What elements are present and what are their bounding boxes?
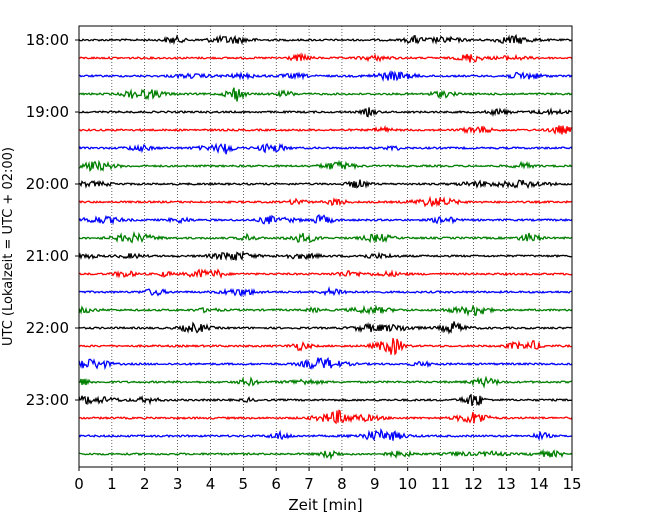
x-tick-label: 6 — [271, 475, 281, 493]
x-tick-label: 5 — [239, 475, 249, 493]
trace-row-2200 — [78, 321, 573, 335]
trace-row-1945 — [78, 159, 573, 172]
trace-row-2345 — [78, 448, 573, 461]
y-tick-label: 20:00 — [26, 175, 69, 193]
y-tick-label: 18:00 — [26, 31, 69, 49]
trace-row-2145 — [78, 304, 573, 317]
trace-row-2115 — [78, 268, 573, 279]
x-tick-label: 4 — [206, 475, 216, 493]
trace-row-2015 — [78, 195, 573, 208]
trace-row-2045 — [78, 230, 573, 244]
trace-row-2000 — [78, 179, 573, 190]
y-tick-label: 21:00 — [26, 247, 69, 265]
y-axis-label: UTC (Lokalzeit = UTC + 02:00) — [1, 147, 16, 346]
y-axis-ticks: 18:00 19:00 20:00 21:00 22:00 23:00 — [26, 31, 79, 409]
trace-row-2245 — [78, 375, 573, 389]
x-tick-label: 10 — [398, 475, 417, 493]
trace-row-2315 — [78, 409, 573, 425]
trace-row-2230 — [78, 356, 573, 371]
y-tick-label: 22:00 — [26, 319, 69, 337]
x-tick-label: 2 — [140, 475, 150, 493]
y-tick-label: 19:00 — [26, 103, 69, 121]
x-tick-label: 3 — [173, 475, 183, 493]
x-axis-label: Zeit [min] — [288, 496, 362, 514]
trace-row-2215 — [78, 337, 573, 356]
trace-row-1930 — [78, 142, 573, 155]
x-tick-label: 8 — [337, 475, 347, 493]
trace-row-1900 — [78, 107, 573, 118]
x-tick-label: 13 — [497, 475, 516, 493]
trace-row-1915 — [78, 124, 573, 135]
y-tick-label: 23:00 — [26, 391, 69, 409]
x-tick-label: 14 — [530, 475, 549, 493]
plot-frame — [78, 25, 573, 468]
seismic-traces — [78, 33, 573, 461]
trace-row-1845 — [78, 87, 573, 102]
x-tick-label: 11 — [431, 475, 450, 493]
trace-row-2330 — [78, 427, 573, 442]
trace-row-1800 — [78, 33, 573, 46]
x-tick-label: 7 — [304, 475, 314, 493]
x-tick-label: 9 — [370, 475, 380, 493]
trace-row-1830 — [78, 70, 573, 82]
trace-row-2100 — [78, 250, 573, 261]
x-tick-label: 12 — [464, 475, 483, 493]
trace-row-2030 — [78, 214, 573, 226]
trace-row-1815 — [78, 52, 573, 63]
x-tick-label: 0 — [74, 475, 84, 493]
x-tick-label: 1 — [107, 475, 117, 493]
trace-row-2300 — [78, 393, 573, 406]
x-axis-ticks: 0 1 2 3 4 5 6 7 8 9 10 11 12 13 14 15 — [74, 467, 582, 493]
trace-row-2130 — [78, 286, 573, 297]
x-tick-label: 15 — [562, 475, 581, 493]
